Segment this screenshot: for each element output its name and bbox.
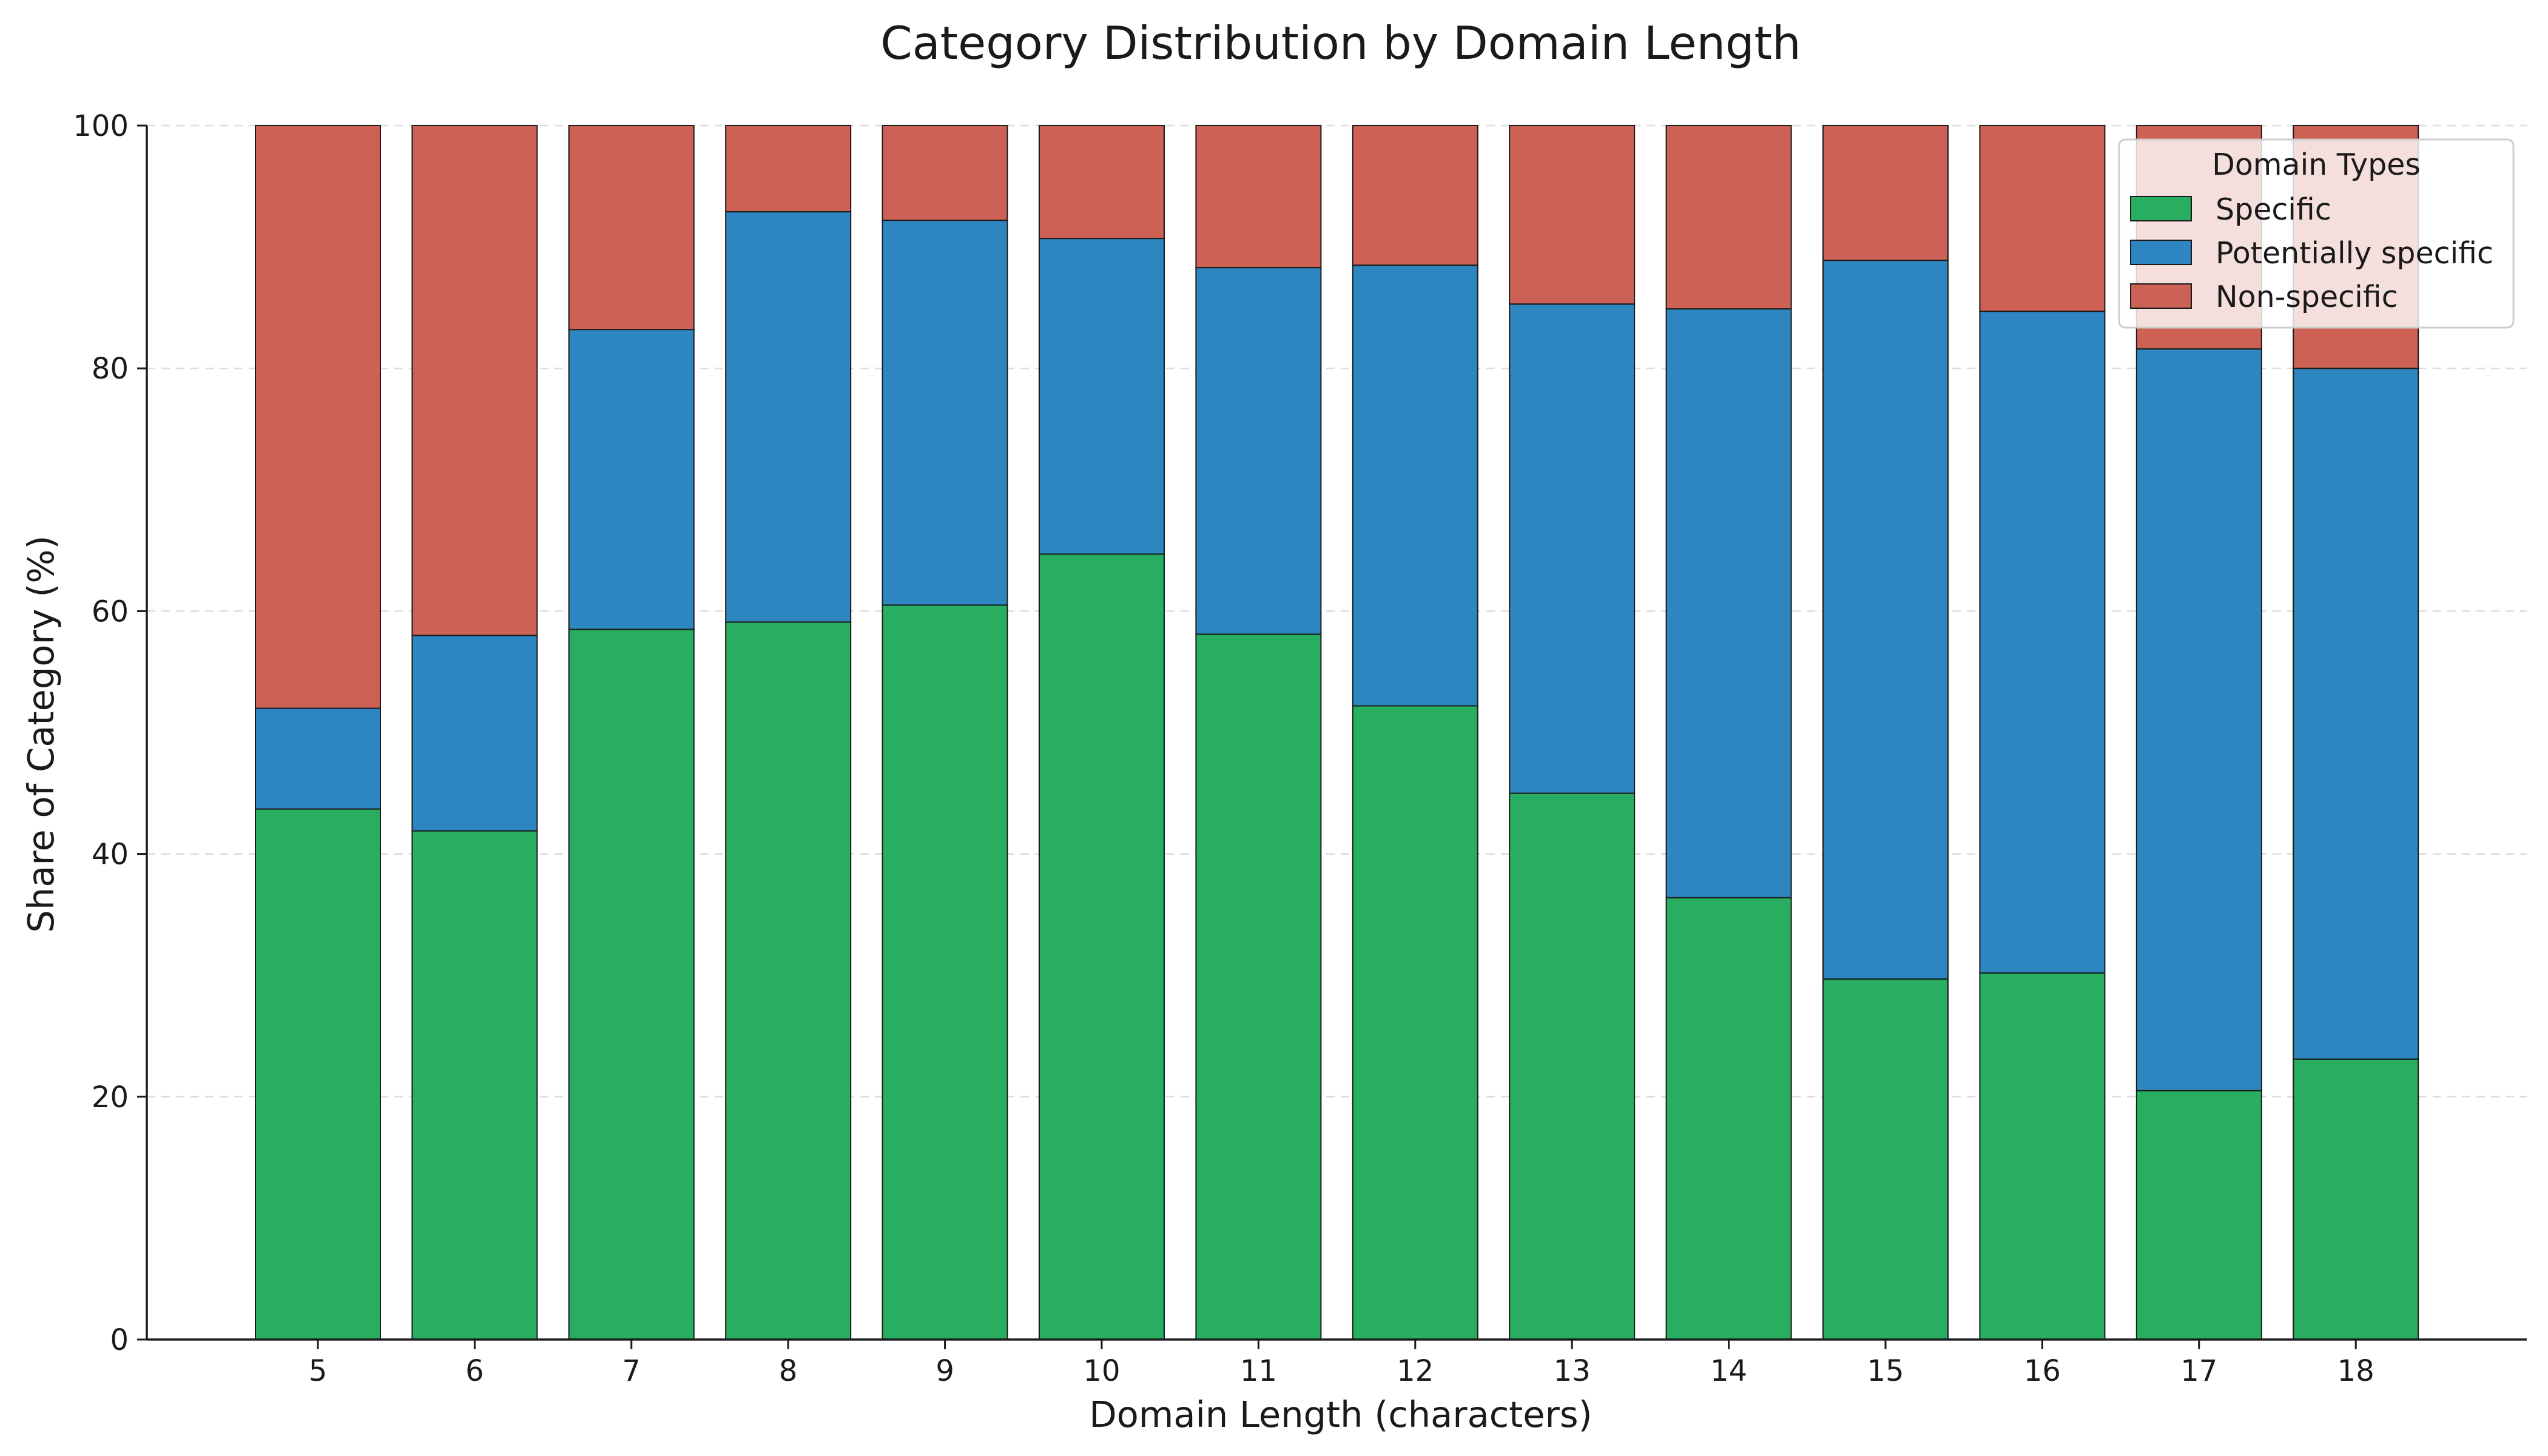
bar-non-specific bbox=[1352, 125, 1478, 266]
bar-specific bbox=[1039, 553, 1165, 1340]
legend-title: Domain Types bbox=[2212, 147, 2421, 182]
x-tick-label: 17 bbox=[2180, 1354, 2217, 1388]
bar-specific bbox=[1822, 978, 1949, 1340]
bar-specific bbox=[1352, 705, 1478, 1340]
legend-items: Specific Potentially specific Non-specific bbox=[2130, 192, 2493, 314]
y-tick-label: 40 bbox=[92, 838, 129, 872]
bar-specific bbox=[1665, 897, 1792, 1340]
x-tick-label: 12 bbox=[1397, 1354, 1434, 1388]
y-tick-label: 0 bbox=[110, 1323, 129, 1357]
bar-potentially-specific bbox=[1195, 267, 1322, 635]
bar-specific bbox=[2293, 1058, 2419, 1341]
x-tick-label: 9 bbox=[935, 1354, 954, 1388]
bar-non-specific bbox=[1979, 125, 2106, 312]
chart-title: Category Distribution by Domain Length bbox=[880, 16, 1801, 70]
bar-specific bbox=[725, 621, 852, 1340]
x-tick-label: 10 bbox=[1083, 1354, 1120, 1388]
x-tick-label: 8 bbox=[779, 1354, 798, 1388]
bar-specific bbox=[2135, 1090, 2262, 1341]
legend-label: Non-specific bbox=[2216, 280, 2398, 314]
y-tick-label: 100 bbox=[73, 109, 129, 143]
bar-potentially-specific bbox=[725, 211, 852, 623]
gridlines bbox=[147, 124, 2527, 1098]
legend-box bbox=[2118, 138, 2515, 329]
bar-specific bbox=[1195, 633, 1322, 1340]
bar-potentially-specific bbox=[1039, 238, 1165, 555]
y-axis-label: Share of Category (%) bbox=[20, 536, 62, 933]
bar-non-specific bbox=[255, 125, 381, 709]
bar-non-specific bbox=[568, 125, 695, 331]
y-tick-label: 20 bbox=[92, 1080, 129, 1114]
bar-specific bbox=[255, 808, 381, 1340]
bar-non-specific bbox=[725, 125, 852, 213]
bar-potentially-specific bbox=[2135, 348, 2262, 1091]
tick-labels: 0 20 40 60 80 100 5 6 7 8 9 10 11 12 13 14 15 16 17 18 bbox=[73, 109, 2374, 1388]
bar-potentially-specific bbox=[568, 329, 695, 630]
x-axis-label: Domain Length (characters) bbox=[1089, 1394, 1592, 1435]
bar-potentially-specific bbox=[255, 707, 381, 810]
y-tick-label: 60 bbox=[92, 595, 129, 629]
x-tick-label: 15 bbox=[1867, 1354, 1904, 1388]
legend-swatch bbox=[2130, 196, 2192, 221]
bar-non-specific bbox=[411, 125, 538, 636]
legend: Domain Types Specific Potentially specifi… bbox=[2118, 138, 2515, 329]
bar-potentially-specific bbox=[881, 220, 1008, 606]
bar-non-specific bbox=[1822, 125, 1949, 261]
legend-label: Potentially specific bbox=[2216, 236, 2493, 271]
bar-potentially-specific bbox=[411, 635, 538, 832]
bar-specific bbox=[1979, 972, 2106, 1340]
bar-non-specific bbox=[1039, 125, 1165, 240]
bar-non-specific bbox=[1195, 125, 1322, 269]
bar-non-specific bbox=[881, 125, 1008, 221]
legend-swatch bbox=[2130, 240, 2192, 265]
y-tick-label: 80 bbox=[92, 352, 129, 386]
bar-specific bbox=[1509, 792, 1636, 1341]
bar-non-specific bbox=[1509, 125, 1636, 305]
bar-potentially-specific bbox=[1352, 265, 1478, 707]
bar-potentially-specific bbox=[1665, 308, 1792, 898]
x-tick-label: 18 bbox=[2337, 1354, 2374, 1388]
x-tick-label: 16 bbox=[2024, 1354, 2061, 1388]
legend-label: Specific bbox=[2216, 192, 2331, 227]
x-tick-label: 13 bbox=[1554, 1354, 1591, 1388]
bar-potentially-specific bbox=[2293, 368, 2419, 1060]
bar-potentially-specific bbox=[1509, 303, 1636, 794]
bar-specific bbox=[568, 629, 695, 1340]
x-tick-label: 14 bbox=[1710, 1354, 1747, 1388]
x-tick-label: 6 bbox=[465, 1354, 484, 1388]
x-tick-label: 7 bbox=[622, 1354, 641, 1388]
bar-specific bbox=[881, 604, 1008, 1340]
legend-swatch bbox=[2130, 283, 2192, 309]
bar-potentially-specific bbox=[1822, 260, 1949, 980]
bar-non-specific bbox=[1665, 125, 1792, 310]
x-tick-label: 5 bbox=[309, 1354, 328, 1388]
axes bbox=[137, 124, 2527, 1349]
bar-potentially-specific bbox=[1979, 311, 2106, 974]
bars bbox=[255, 125, 2419, 1341]
x-tick-label: 11 bbox=[1240, 1354, 1277, 1388]
bar-specific bbox=[411, 830, 538, 1341]
